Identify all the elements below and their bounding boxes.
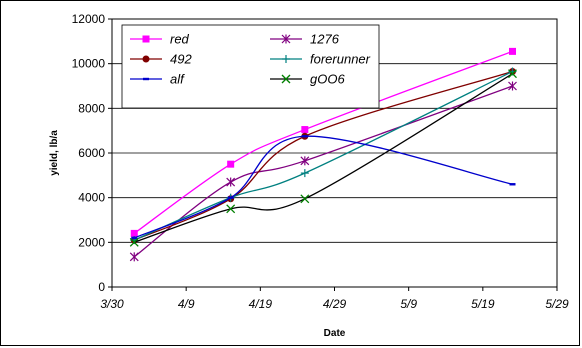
series-red <box>130 47 516 237</box>
x-tick-label: 5/9 <box>400 297 417 311</box>
legend-label: gOO6 <box>310 72 345 87</box>
x-tick-label: 4/19 <box>249 297 273 311</box>
data-point <box>509 47 516 55</box>
data-point <box>131 236 138 240</box>
data-point <box>226 177 236 187</box>
x-tick-label: 4/29 <box>323 297 347 311</box>
data-point <box>226 204 236 214</box>
y-axis-title: yield, lb/a <box>49 130 60 176</box>
data-point <box>130 229 138 237</box>
legend-item-1276: 1276 <box>270 32 340 47</box>
y-axis-ticks: 0 2000 4000 6000 8000 10000 12000 <box>72 12 112 294</box>
y-tick-label: 4000 <box>78 191 105 205</box>
series-line <box>133 70 513 241</box>
legend-swatch-marker <box>142 35 150 43</box>
data-point <box>227 160 235 168</box>
series-line <box>134 73 513 243</box>
legend-box <box>121 24 380 109</box>
legend-swatch-marker <box>143 77 149 81</box>
x-axis-ticks: 3/30 4/9 4/19 4/29 5/9 5/19 5/29 <box>100 287 569 311</box>
marker-dash <box>509 183 516 186</box>
data-point <box>300 194 310 204</box>
data-point <box>301 135 308 138</box>
legend-label: red <box>170 32 190 47</box>
y-tick-label: 12000 <box>72 12 106 26</box>
data-point <box>227 196 234 199</box>
legend-item-gOO6: gOO6 <box>270 72 345 87</box>
series-gOO6 <box>129 69 517 247</box>
marker-dash <box>301 135 308 138</box>
data-point <box>508 81 517 91</box>
legend-label: alf <box>170 72 185 87</box>
legend-label: 492 <box>170 52 192 67</box>
marker-x-b <box>129 237 139 247</box>
y-tick-label: 6000 <box>78 146 105 160</box>
data-point <box>508 69 517 79</box>
marker-square <box>509 47 516 55</box>
marker-x-b <box>226 204 236 214</box>
legend-item-492: 492 <box>130 52 192 67</box>
legend-item-alf: alf <box>130 72 185 87</box>
y-tick-label: 8000 <box>78 101 105 115</box>
data-point <box>300 156 310 166</box>
legend: red 1276 492 forerunner alf gOO6 <box>121 24 380 109</box>
marker-dash <box>131 236 138 240</box>
marker-square <box>227 160 235 168</box>
series-line <box>134 135 513 239</box>
data-point <box>301 126 309 134</box>
y-tick-label: 0 <box>98 280 105 294</box>
marker-square <box>130 229 138 237</box>
series-line <box>133 85 513 258</box>
series-layer <box>129 47 517 262</box>
data-point <box>509 183 516 186</box>
data-point <box>129 252 139 262</box>
legend-swatch-marker <box>142 55 150 63</box>
marker-square <box>301 126 309 134</box>
legend-label: forerunner <box>310 52 371 67</box>
marker-x-b <box>300 194 310 204</box>
x-tick-label: 3/30 <box>100 297 124 311</box>
legend-swatch-marker <box>282 55 290 63</box>
legend-item-red: red <box>130 32 190 47</box>
x-tick-label: 5/19 <box>471 297 495 311</box>
marker-dash <box>227 196 234 199</box>
legend-swatch-marker <box>281 34 291 44</box>
series-line <box>133 50 513 234</box>
x-axis-title: Date <box>324 328 346 339</box>
marker-dash <box>143 77 149 81</box>
marker-square <box>142 35 150 43</box>
legend-item-forerunner: forerunner <box>270 52 371 67</box>
x-tick-label: 5/29 <box>545 297 569 311</box>
marker-circle <box>142 55 150 63</box>
data-point <box>129 237 139 247</box>
series-alf <box>131 135 516 240</box>
data-point <box>300 169 309 178</box>
series-line <box>133 70 513 241</box>
legend-label: 1276 <box>310 32 340 47</box>
y-tick-label: 10000 <box>72 57 106 71</box>
legend-swatch-marker <box>281 74 291 84</box>
x-tick-label: 4/9 <box>178 297 195 311</box>
marker-x-b <box>281 74 291 84</box>
y-tick-label: 2000 <box>78 235 105 249</box>
marker-x-b <box>508 69 517 79</box>
